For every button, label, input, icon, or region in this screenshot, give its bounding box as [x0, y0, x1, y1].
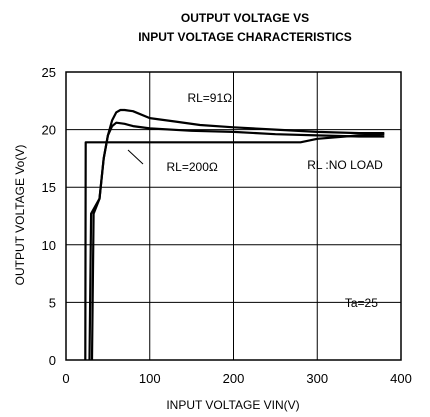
x-tick-label: 400	[390, 371, 412, 386]
x-axis-label: INPUT VOLTAGE VIN(V)	[166, 398, 299, 412]
annotations: RL=91Ω RL=200Ω RL :NO LOAD Ta=25	[167, 91, 384, 310]
series-line-3	[84, 133, 385, 361]
annotation-label: RL :NO LOAD	[307, 158, 383, 172]
plot-frame	[65, 71, 402, 361]
series-line-1	[88, 108, 385, 361]
leader-rl200	[127, 149, 144, 165]
y-tick-label: 25	[42, 65, 56, 80]
y-tick-label: 5	[49, 295, 56, 310]
x-tick-label: 300	[306, 371, 328, 386]
x-tick-label: 200	[223, 371, 245, 386]
series-line-2	[90, 121, 385, 361]
y-tick-label: 15	[42, 180, 56, 195]
annotation-label: RL=200Ω	[167, 160, 218, 174]
y-tick-labels: 0 5 10 15 20 25	[42, 65, 56, 368]
y-tick-label: 10	[42, 238, 56, 253]
series-lines	[84, 108, 385, 361]
chart-title-line-2: INPUT VOLTAGE CHARACTERISTICS	[138, 30, 352, 44]
annotation-label: RL=91Ω	[187, 91, 232, 105]
annotation-label: Ta=25	[345, 296, 378, 310]
y-tick-label: 20	[42, 123, 56, 138]
x-tick-label: 100	[139, 371, 161, 386]
y-axis-label: OUTPUT VOLTAGE Vo(V)	[13, 145, 27, 286]
grid	[66, 72, 401, 360]
y-tick-label: 0	[49, 353, 56, 368]
x-tick-label: 0	[62, 371, 69, 386]
annotation-leaders	[127, 149, 144, 165]
x-tick-labels: 0 100 200 300 400	[62, 371, 411, 386]
chart-title-line-1: OUTPUT VOLTAGE VS	[181, 11, 309, 25]
